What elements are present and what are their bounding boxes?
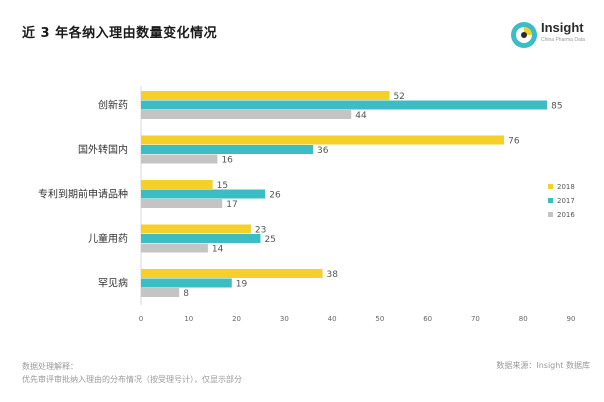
data-label: 52 — [393, 92, 404, 102]
category-label: 专利到期前申请品种 — [38, 188, 128, 201]
data-note-body: 优先审评审批纳入理由的分布情况（按受理号计），仅显示部分 — [22, 375, 242, 384]
data-label: 25 — [264, 235, 275, 245]
bar-2018 — [141, 269, 323, 278]
data-label: 8 — [183, 289, 189, 299]
bar-2017 — [141, 100, 548, 110]
data-label: 76 — [508, 137, 520, 147]
insight-logo-icon — [511, 22, 537, 48]
legend-label: 2017 — [557, 197, 575, 205]
data-label: 85 — [551, 102, 562, 112]
bar-2016 — [141, 243, 208, 253]
bar-2017 — [141, 189, 266, 199]
data-label: 17 — [226, 200, 237, 210]
data-label: 23 — [255, 226, 266, 236]
chart-title: 近 3 年各纳入理由数量变化情况 — [22, 26, 218, 41]
bar-2016 — [141, 199, 223, 208]
data-note-title: 数据处理解释： — [22, 362, 78, 371]
category-label: 罕见病 — [98, 277, 128, 290]
bar-2017 — [141, 278, 232, 288]
x-tick-label: 30 — [280, 315, 289, 323]
brand-logo: Insight China Pharma Data — [509, 20, 599, 50]
bar-2016 — [141, 154, 218, 164]
legend-swatch-2016 — [548, 212, 553, 217]
category-label: 儿童用药 — [88, 232, 128, 245]
bar-2016 — [141, 110, 352, 119]
data-label: 44 — [355, 111, 367, 121]
legend-label: 2018 — [557, 183, 575, 191]
x-tick-label: 70 — [471, 315, 480, 323]
bar-2018 — [141, 180, 213, 189]
bar-2017 — [141, 145, 313, 154]
category-label: 创新药 — [98, 99, 128, 112]
data-label: 16 — [221, 156, 233, 166]
category-label: 国外转国内 — [78, 143, 128, 156]
brand-subtitle: China Pharma Data — [541, 37, 585, 43]
x-tick-label: 20 — [232, 315, 241, 323]
data-label: 19 — [236, 280, 248, 290]
x-tick-label: 50 — [375, 315, 384, 323]
legend-swatch-2018 — [548, 184, 553, 189]
data-label: 15 — [217, 181, 228, 191]
bar-2016 — [141, 288, 180, 297]
bar-2017 — [141, 234, 261, 243]
x-tick-label: 10 — [184, 315, 193, 323]
data-label: 26 — [269, 191, 281, 201]
bar-2018 — [141, 224, 251, 234]
data-label: 38 — [327, 270, 339, 280]
data-label: 36 — [317, 146, 329, 156]
data-label: 14 — [212, 245, 224, 255]
x-tick-label: 60 — [423, 315, 432, 323]
bar-2018 — [141, 135, 505, 145]
legend-label: 2016 — [557, 211, 575, 219]
x-tick-label: 0 — [139, 315, 143, 323]
x-tick-label: 40 — [328, 315, 337, 323]
x-tick-label: 90 — [567, 315, 576, 323]
data-note: 数据处理解释： 优先审评审批纳入理由的分布情况（按受理号计），仅显示部分 — [22, 360, 242, 386]
legend-swatch-2017 — [548, 198, 553, 203]
brand-name: Insight — [541, 20, 584, 35]
bar-2018 — [141, 91, 390, 100]
x-tick-label: 80 — [519, 315, 528, 323]
data-source: 数据来源：Insight 数据库 — [496, 361, 590, 370]
